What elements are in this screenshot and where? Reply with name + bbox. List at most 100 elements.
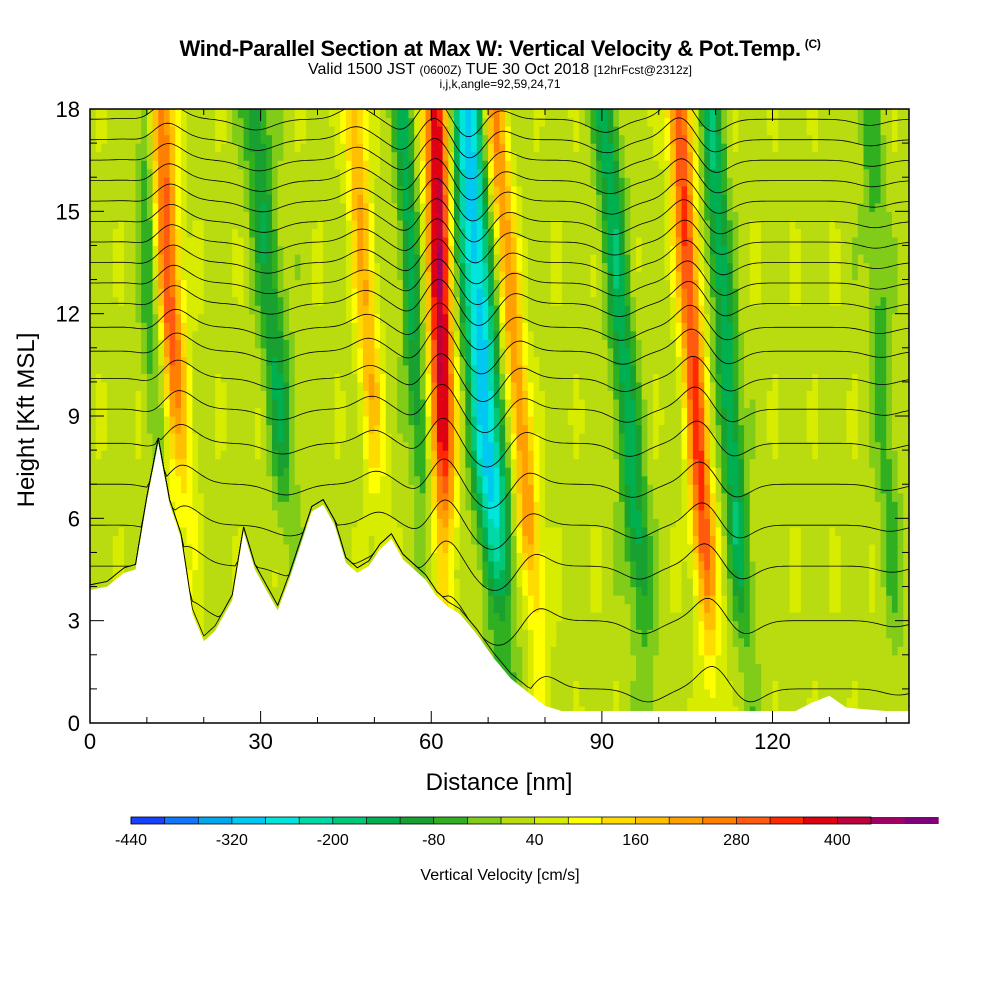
velocity-cell (112, 262, 120, 272)
velocity-cell (459, 569, 466, 579)
velocity-cell (311, 143, 319, 153)
velocity-cell (334, 109, 341, 119)
velocity-cell (277, 134, 284, 144)
velocity-cell (425, 398, 432, 409)
velocity-cell (448, 501, 455, 511)
velocity-cell (141, 109, 148, 119)
velocity-cell (436, 177, 444, 187)
velocity-cell (118, 560, 125, 571)
velocity-cell (459, 518, 466, 528)
velocity-cell (90, 228, 97, 238)
velocity-cell (118, 526, 125, 536)
velocity-cell (431, 271, 438, 281)
velocity-cell (328, 211, 336, 221)
velocity-cell (220, 390, 228, 400)
velocity-cell (169, 109, 176, 119)
velocity-cell (129, 390, 137, 400)
velocity-cell (391, 433, 398, 443)
velocity-cell (300, 381, 307, 392)
velocity-cell (345, 450, 353, 460)
velocity-cell (124, 364, 131, 374)
velocity-cell (158, 330, 165, 340)
velocity-cell (283, 288, 290, 298)
velocity-cell (215, 484, 222, 494)
velocity-cell (351, 450, 358, 460)
velocity-cell (391, 126, 398, 136)
velocity-cell (220, 364, 228, 374)
velocity-cell (334, 390, 341, 400)
velocity-cell (454, 407, 461, 417)
velocity-cell (408, 433, 415, 443)
velocity-cell (368, 288, 375, 298)
velocity-cell (129, 288, 137, 298)
velocity-cell (220, 458, 228, 468)
velocity-cell (112, 373, 120, 383)
velocity-cell (471, 535, 478, 545)
velocity-cell (181, 305, 188, 315)
velocity-cell (272, 143, 279, 153)
velocity-cell (254, 347, 262, 357)
velocity-cell (334, 313, 341, 323)
velocity-cell (471, 262, 478, 272)
velocity-cell (192, 458, 199, 468)
velocity-cell (254, 262, 262, 272)
velocity-cell (345, 168, 353, 178)
velocity-cell (328, 339, 336, 349)
velocity-cell (186, 484, 193, 494)
velocity-cell (90, 202, 97, 212)
velocity-cell (232, 484, 239, 494)
velocity-cell (306, 441, 313, 451)
velocity-cell (215, 185, 222, 195)
velocity-cell (345, 381, 353, 392)
velocity-cell (465, 143, 472, 153)
velocity-cell (158, 441, 165, 451)
velocity-cell (465, 560, 472, 571)
velocity-cell (391, 526, 398, 536)
velocity-cell (363, 271, 370, 281)
velocity-cell (442, 381, 449, 392)
velocity-cell (385, 271, 393, 281)
velocity-cell (414, 288, 421, 298)
velocity-cell (169, 433, 176, 443)
velocity-cell (101, 450, 108, 460)
velocity-cell (465, 603, 472, 613)
velocity-cell (397, 296, 404, 306)
velocity-cell (186, 185, 193, 195)
velocity-cell (277, 381, 284, 392)
velocity-cell (431, 143, 438, 153)
velocity-cell (283, 543, 290, 554)
velocity-cell (402, 347, 410, 357)
velocity-cell (328, 398, 336, 409)
velocity-cell (340, 535, 347, 545)
velocity-cell (391, 390, 398, 400)
velocity-cell (181, 458, 188, 468)
velocity-cell (363, 509, 370, 519)
velocity-cell (345, 458, 353, 468)
velocity-cell (294, 253, 302, 264)
velocity-cell (254, 416, 262, 426)
velocity-cell (203, 279, 211, 289)
velocity-cell (374, 262, 381, 272)
velocity-cell (385, 109, 393, 119)
velocity-cell (294, 373, 302, 383)
velocity-cell (237, 245, 245, 255)
velocity-cell (272, 535, 279, 545)
velocity-cell (203, 620, 211, 630)
velocity-cell (107, 219, 114, 229)
velocity-cell (107, 518, 114, 528)
velocity-cell (425, 245, 432, 255)
subtitle-utc: (0600Z) (419, 63, 462, 77)
velocity-cell (436, 518, 444, 528)
velocity-cell (385, 416, 393, 426)
velocity-cell (448, 313, 455, 323)
velocity-cell (408, 185, 415, 195)
velocity-cell (431, 526, 438, 536)
velocity-cell (209, 578, 216, 588)
velocity-cell (317, 484, 324, 494)
velocity-cell (237, 253, 245, 264)
velocity-cell (243, 364, 250, 374)
velocity-cell (419, 202, 427, 212)
velocity-cell (118, 407, 125, 417)
velocity-cell (215, 194, 222, 204)
velocity-cell (317, 117, 324, 127)
